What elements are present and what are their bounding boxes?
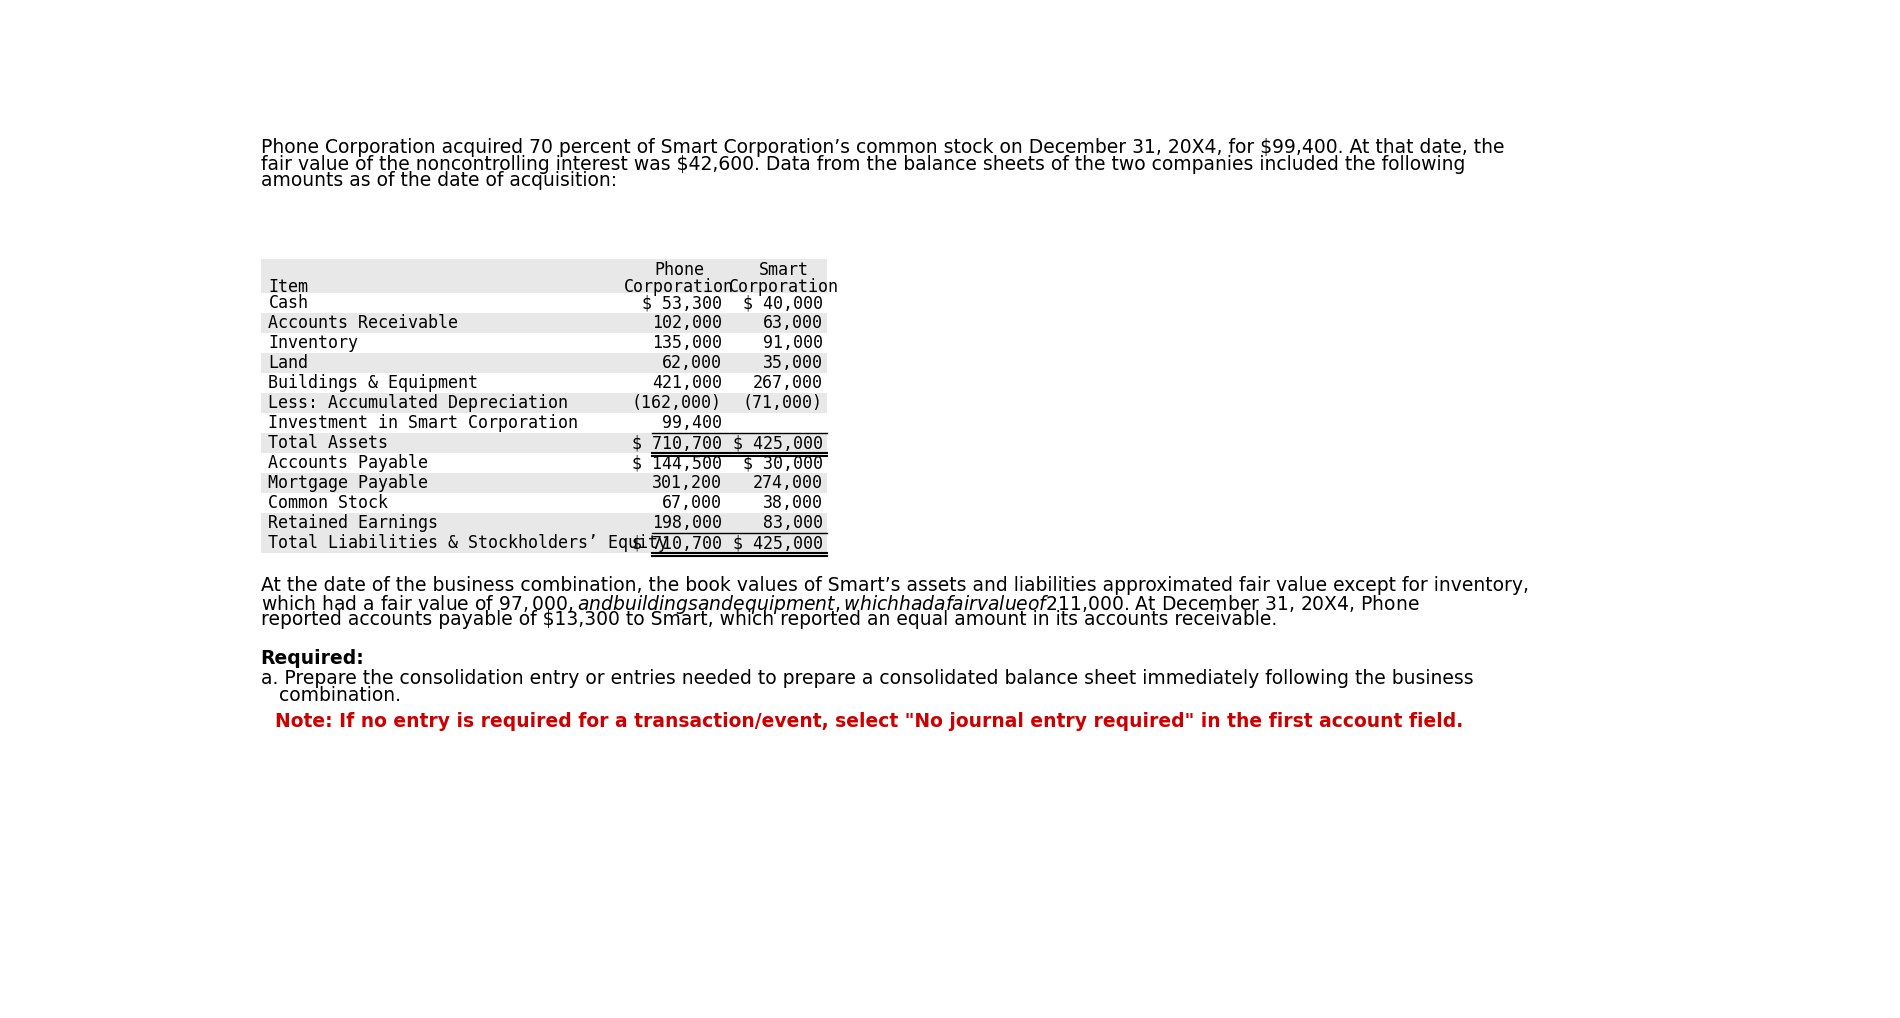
Bar: [260, 473, 826, 494]
Text: Common Stock: Common Stock: [268, 495, 388, 512]
Bar: [260, 413, 826, 434]
Text: $ 30,000: $ 30,000: [743, 454, 823, 472]
Text: 274,000: 274,000: [752, 474, 823, 493]
Text: combination.: combination.: [260, 686, 401, 704]
Bar: [260, 434, 826, 453]
Text: $ 710,700: $ 710,700: [633, 435, 722, 452]
Text: (71,000): (71,000): [743, 394, 823, 412]
Text: Mortgage Payable: Mortgage Payable: [268, 474, 429, 493]
Text: Accounts Payable: Accounts Payable: [268, 454, 429, 472]
Text: 83,000: 83,000: [762, 514, 823, 532]
Bar: [260, 494, 826, 513]
Text: 38,000: 38,000: [762, 495, 823, 512]
Text: Land: Land: [268, 354, 308, 373]
Text: At the date of the business combination, the book values of Smart’s assets and l: At the date of the business combination,…: [260, 576, 1530, 596]
Text: Accounts Receivable: Accounts Receivable: [268, 315, 458, 332]
Text: amounts as of the date of acquisition:: amounts as of the date of acquisition:: [260, 171, 618, 190]
Text: 198,000: 198,000: [652, 514, 722, 532]
Text: which had a fair value of $97,000, and buildings and equipment, which had a fair: which had a fair value of $97,000, and b…: [260, 593, 1419, 617]
Text: 135,000: 135,000: [652, 334, 722, 352]
Text: Total Liabilities & Stockholders’ Equity: Total Liabilities & Stockholders’ Equity: [268, 534, 669, 553]
Text: Less: Accumulated Depreciation: Less: Accumulated Depreciation: [268, 394, 568, 412]
Bar: [260, 453, 826, 473]
Text: 102,000: 102,000: [652, 315, 722, 332]
Text: Inventory: Inventory: [268, 334, 359, 352]
Text: $ 144,500: $ 144,500: [633, 454, 722, 472]
Text: a. Prepare the consolidation entry or entries needed to prepare a consolidated b: a. Prepare the consolidation entry or en…: [260, 669, 1472, 688]
Text: Buildings & Equipment: Buildings & Equipment: [268, 375, 479, 392]
Text: (162,000): (162,000): [633, 394, 722, 412]
Bar: [260, 393, 826, 413]
Bar: [260, 353, 826, 374]
Text: 35,000: 35,000: [762, 354, 823, 373]
Text: 63,000: 63,000: [762, 315, 823, 332]
Text: $ 425,000: $ 425,000: [733, 534, 823, 553]
Text: Investment in Smart Corporation: Investment in Smart Corporation: [268, 414, 578, 433]
Text: Phone: Phone: [654, 261, 705, 279]
Text: Corporation: Corporation: [730, 278, 840, 295]
Text: Required:: Required:: [260, 648, 365, 668]
Text: 301,200: 301,200: [652, 474, 722, 493]
Text: 67,000: 67,000: [661, 495, 722, 512]
Text: $ 710,700: $ 710,700: [633, 534, 722, 553]
Text: 421,000: 421,000: [652, 375, 722, 392]
Text: Item: Item: [268, 278, 308, 295]
Text: 62,000: 62,000: [661, 354, 722, 373]
Text: 99,400: 99,400: [661, 414, 722, 433]
Bar: [260, 314, 826, 333]
Text: fair value of the noncontrolling interest was $42,600. Data from the balance she: fair value of the noncontrolling interes…: [260, 155, 1465, 173]
Bar: [260, 513, 826, 533]
Bar: [260, 293, 826, 314]
Bar: [260, 260, 826, 293]
Text: Note: If no entry is required for a transaction/event, select "No journal entry : Note: If no entry is required for a tran…: [276, 712, 1463, 731]
Text: Smart: Smart: [758, 261, 809, 279]
Bar: [260, 374, 826, 393]
Bar: [260, 533, 826, 554]
Text: Phone Corporation acquired 70 percent of Smart Corporation’s common stock on Dec: Phone Corporation acquired 70 percent of…: [260, 137, 1505, 157]
Bar: [260, 333, 826, 353]
Text: $ 53,300: $ 53,300: [642, 294, 722, 313]
Bar: [260, 260, 826, 554]
Text: Retained Earnings: Retained Earnings: [268, 514, 439, 532]
Text: 91,000: 91,000: [762, 334, 823, 352]
Text: $ 40,000: $ 40,000: [743, 294, 823, 313]
Text: 267,000: 267,000: [752, 375, 823, 392]
Text: reported accounts payable of $13,300 to Smart, which reported an equal amount in: reported accounts payable of $13,300 to …: [260, 611, 1277, 629]
Text: Cash: Cash: [268, 294, 308, 313]
Text: $ 425,000: $ 425,000: [733, 435, 823, 452]
Text: Corporation: Corporation: [625, 278, 733, 295]
Text: Total Assets: Total Assets: [268, 435, 388, 452]
